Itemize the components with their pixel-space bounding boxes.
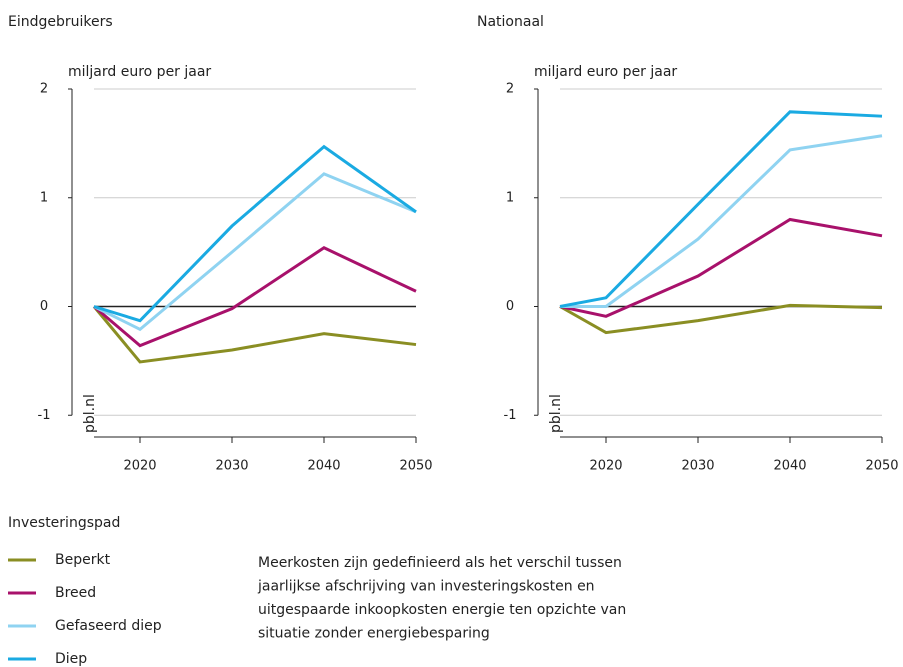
chart-title: Eindgebruikers [8, 14, 113, 30]
x-tick-label: 2050 [865, 459, 898, 474]
source: pbl.nl [82, 394, 98, 433]
y-tick-label: -1 [38, 408, 51, 423]
y-tick-label: 2 [506, 82, 514, 97]
y-tick-label: 0 [40, 299, 48, 314]
x-tick-label: 2020 [589, 459, 622, 474]
note-line: situatie zonder energiebesparing [258, 626, 490, 642]
note-line: uitgespaarde inkoopkosten energie ten op… [258, 602, 626, 618]
note-line: Meerkosten zijn gedefinieerd als het ver… [258, 555, 622, 571]
x-tick-label: 2040 [307, 459, 340, 474]
x-tick-label: 2050 [399, 459, 432, 474]
note-line: jaarlijkse afschrijving van investerings… [257, 579, 595, 595]
y-axis-label: miljard euro per jaar [68, 64, 211, 80]
line-series [93, 172, 417, 332]
line-series [559, 110, 883, 308]
line-series [559, 217, 883, 318]
y-tick-label: -1 [504, 408, 517, 423]
y-tick-label: 2 [40, 82, 48, 97]
line-series [92, 305, 417, 364]
line-series [560, 134, 883, 308]
legend-title: Investeringspad [8, 515, 120, 531]
y-tick-label: 0 [506, 299, 514, 314]
x-tick-label: 2030 [215, 459, 248, 474]
line-series [93, 144, 417, 323]
source: pbl.nl [548, 394, 564, 433]
line-series [93, 246, 417, 348]
y-tick-label: 1 [40, 190, 48, 205]
x-tick-label: 2030 [681, 459, 714, 474]
line-series [559, 303, 883, 335]
legend-label: Beperkt [55, 552, 111, 568]
legend-label: Diep [55, 651, 87, 667]
legend-label: Gefaseerd diep [55, 618, 162, 634]
y-tick-label: 1 [506, 190, 514, 205]
chart-title: Nationaal [477, 14, 544, 30]
x-tick-label: 2040 [773, 459, 806, 474]
x-tick-label: 2020 [123, 459, 156, 474]
legend-label: Breed [55, 585, 96, 601]
y-axis-label: miljard euro per jaar [534, 64, 677, 80]
